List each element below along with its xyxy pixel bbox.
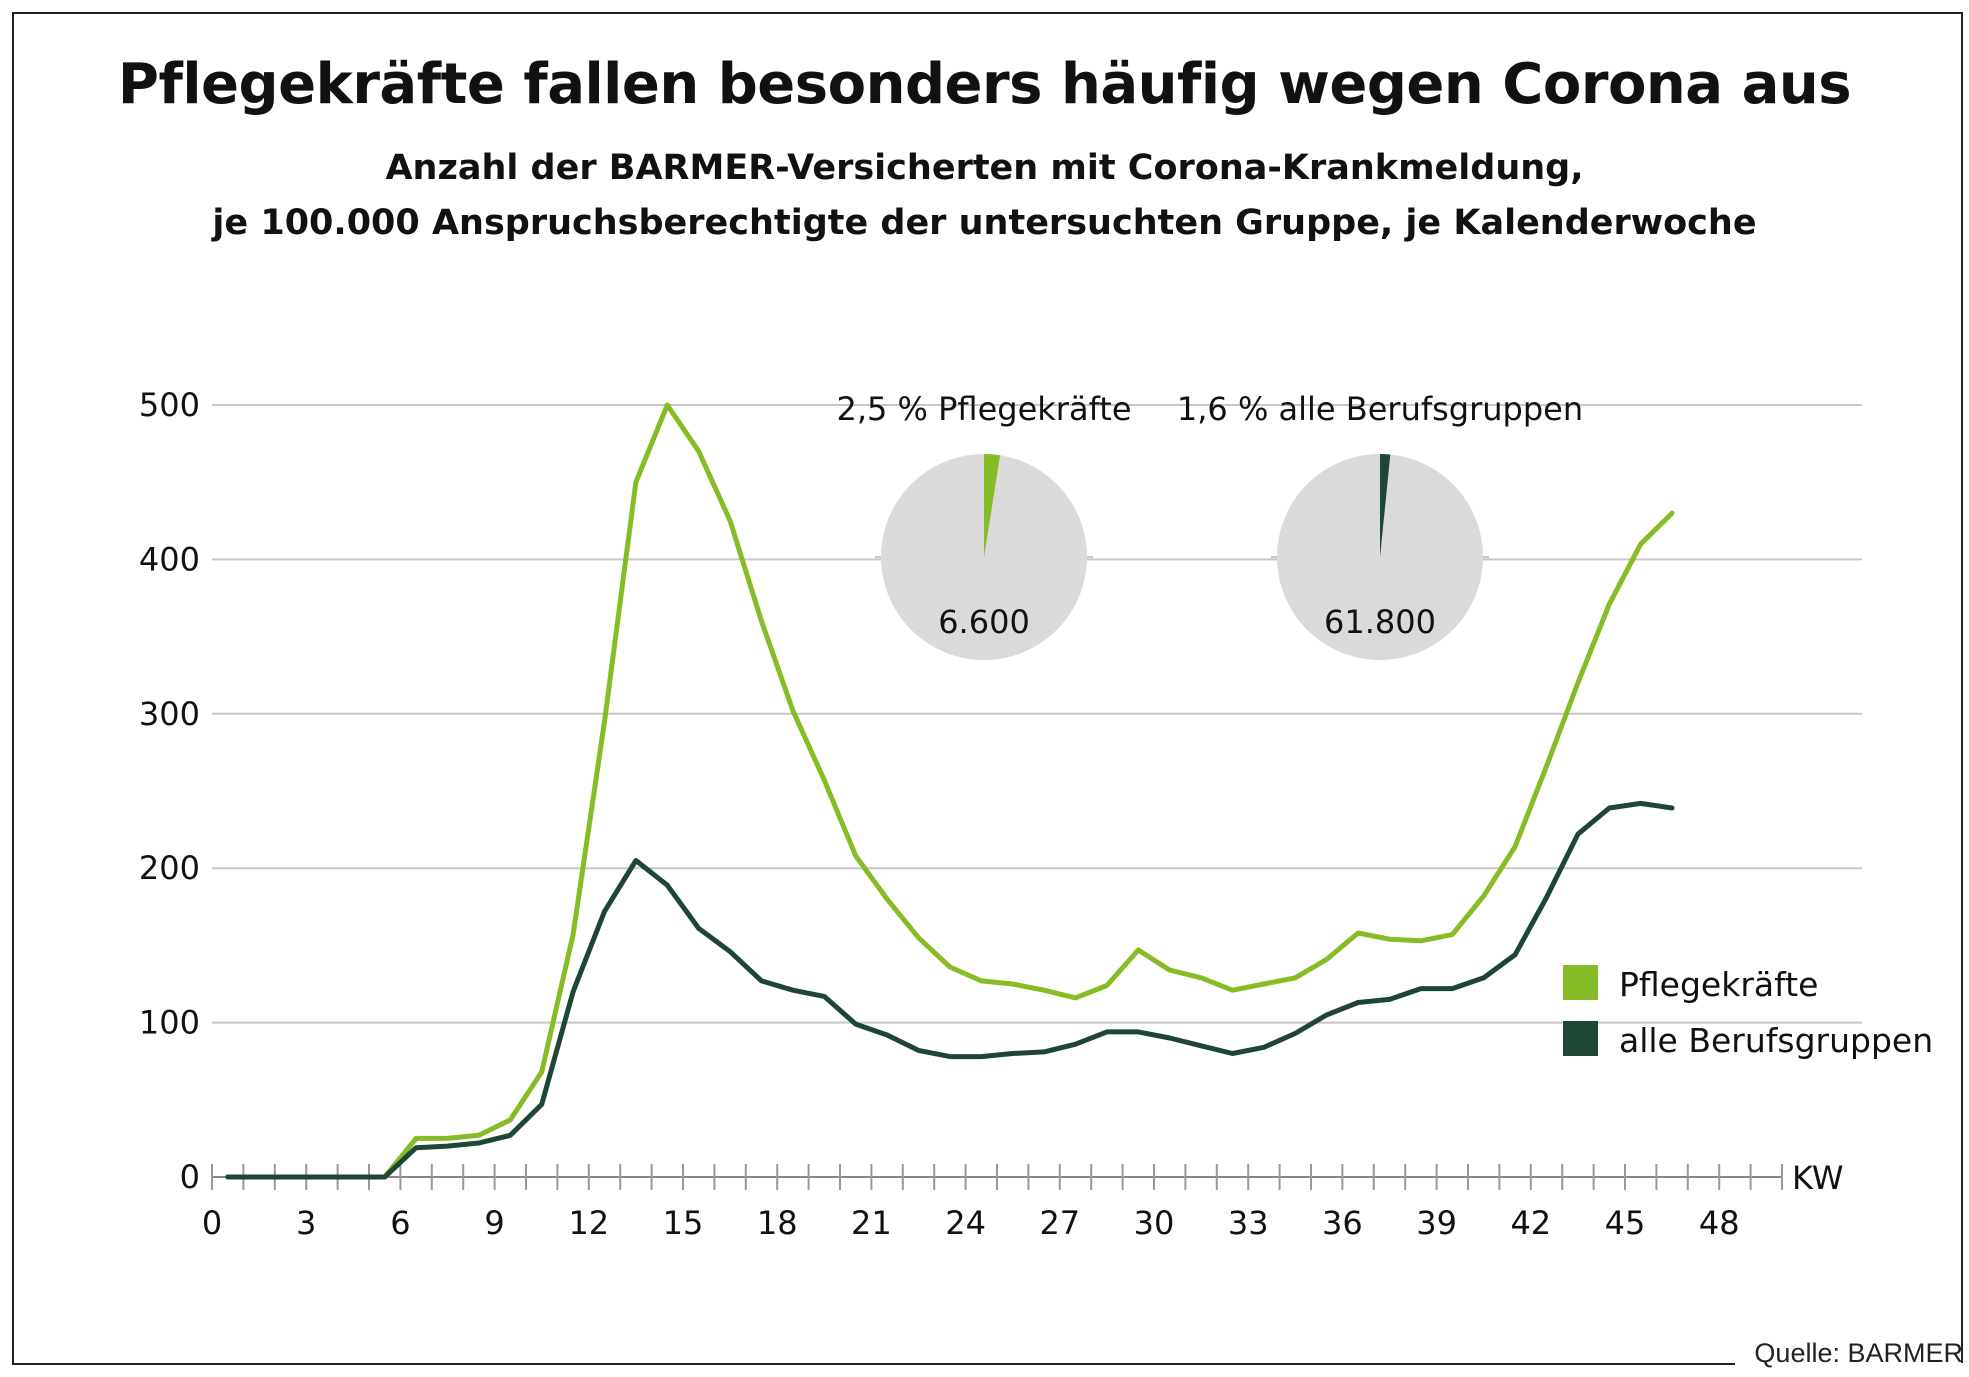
x-tick-label-27: 27 [1039, 1204, 1080, 1242]
series-points-1 [227, 803, 1673, 1178]
x-tick-label-36: 36 [1322, 1204, 1363, 1242]
frame-bottom-border [12, 1363, 1735, 1365]
x-tick-label-21: 21 [851, 1204, 892, 1242]
legend-label-0: Pflegekräfte [1619, 965, 1818, 1004]
x-tick-label-24: 24 [945, 1204, 986, 1242]
pie-title: 2,5 % Pflegekräfte [836, 390, 1131, 428]
x-tick-label-12: 12 [568, 1204, 609, 1242]
y-tick-label-0: 0 [180, 1158, 200, 1196]
x-tick-label-9: 9 [484, 1204, 504, 1242]
x-tick-label-45: 45 [1605, 1204, 1646, 1242]
pie-value-label: 6.600 [938, 603, 1030, 641]
x-tick-label-30: 30 [1134, 1204, 1175, 1242]
chart-title: Pflegekräfte fallen besonders häufig weg… [117, 52, 1852, 117]
source-note: Quelle: BARMER [1754, 1338, 1963, 1368]
pie-slice [984, 454, 1001, 557]
y-tick-label-400: 400 [139, 540, 200, 578]
x-tick-label-6: 6 [390, 1204, 410, 1242]
series-line-alle-berufsgruppen [225, 800, 1675, 1180]
y-tick-label-500: 500 [139, 386, 200, 424]
x-tick-label-48: 48 [1699, 1204, 1740, 1242]
legend-swatch-0 [1563, 965, 1598, 1000]
legend-label-1: alle Berufsgruppen [1619, 1021, 1933, 1060]
x-tick-label-0: 0 [202, 1204, 222, 1242]
y-tick-label-100: 100 [139, 1004, 200, 1042]
pie-value-label: 61.800 [1324, 603, 1436, 641]
pie-slice [1380, 454, 1391, 557]
x-tick-label-15: 15 [663, 1204, 704, 1242]
y-tick-label-300: 300 [139, 695, 200, 733]
x-tick-label-3: 3 [296, 1204, 316, 1242]
chart-subtitle-line1: Anzahl der BARMER-Versicherten mit Coron… [385, 148, 1584, 188]
series-line-pflegekraefte [225, 402, 1675, 1180]
chart-frame [12, 12, 1963, 1363]
x-tick-label-42: 42 [1510, 1204, 1551, 1242]
x-tick-label-39: 39 [1416, 1204, 1457, 1242]
legend-swatch-1 [1563, 1021, 1598, 1056]
x-axis-label: KW [1792, 1159, 1843, 1197]
pie-title: 1,6 % alle Berufsgruppen [1177, 390, 1583, 428]
y-tick-label-200: 200 [139, 849, 200, 887]
x-tick-label-33: 33 [1228, 1204, 1269, 1242]
x-tick-label-18: 18 [757, 1204, 798, 1242]
chart-subtitle-line2: je 100.000 Anspruchsberechtigte der unte… [212, 203, 1757, 243]
